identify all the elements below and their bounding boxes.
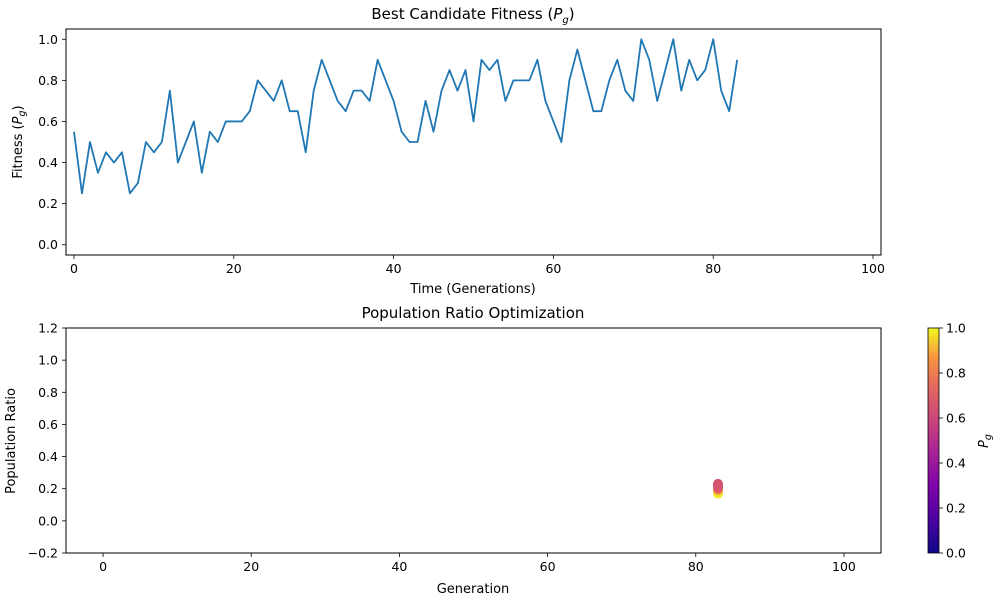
population-chart-ticks: 0 20 40 60 80 100 −0.2 0.0 0.2 0.4 0.6 0.8 1.0 1.2 — [28, 321, 856, 575]
fitness-ytick-label: 0.8 — [38, 73, 58, 88]
population-chart-xlabel: Generation — [437, 582, 510, 597]
population-ytick-label: −0.2 — [28, 546, 58, 561]
population-ytick-label: 0.0 — [38, 513, 58, 528]
fitness-chart: Best Candidate Fitness (Pg) 0 20 40 60 80 100… — [11, 5, 885, 297]
fitness-ytick-label: 0.6 — [38, 114, 58, 129]
colorbar: 0.0 0.2 0.4 0.6 0.8 1.0 Pg — [927, 321, 994, 561]
population-xtick-label: 60 — [540, 559, 556, 574]
fitness-xtick-label: 80 — [705, 261, 721, 276]
population-xtick-label: 20 — [243, 559, 259, 574]
population-scatter-point — [713, 478, 723, 489]
colorbar-ticks: 0.0 0.2 0.4 0.6 0.8 1.0 — [939, 321, 966, 561]
population-ytick-label: 0.4 — [38, 449, 58, 464]
fitness-ytick-label: 0.2 — [38, 196, 58, 211]
colorbar-tick-label: 0.6 — [946, 411, 966, 426]
fitness-plot-area — [73, 38, 739, 195]
population-chart-frame — [65, 327, 882, 554]
population-xtick-label: 0 — [99, 559, 107, 574]
fitness-xtick-label: 100 — [861, 261, 885, 276]
fitness-ytick-label: 0.0 — [38, 237, 58, 252]
population-ytick-label: 0.2 — [38, 481, 58, 496]
population-chart: Population Ratio Optimization 0 20 40 60 80 1… — [4, 304, 882, 597]
population-xtick-label: 80 — [688, 559, 704, 574]
population-chart-ylabel: Population Ratio — [4, 388, 19, 494]
fitness-xtick-label: 0 — [70, 261, 78, 276]
colorbar-tick-label: 0.8 — [946, 366, 966, 381]
fitness-chart-ticks: 0 20 40 60 80 100 0.0 0.2 0.4 0.6 0.8 1.0 — [38, 32, 885, 276]
fitness-ytick-label: 0.4 — [38, 155, 58, 170]
population-chart-title: Population Ratio Optimization — [362, 304, 585, 322]
colorbar-tick-label: 0.4 — [946, 456, 966, 471]
population-xtick-label: 40 — [391, 559, 407, 574]
fitness-chart-title: Best Candidate Fitness (Pg) — [371, 5, 574, 26]
colorbar-gradient — [927, 327, 940, 554]
fitness-chart-ylabel: Fitness (Pg) — [11, 105, 28, 178]
fitness-xtick-label: 60 — [545, 261, 561, 276]
colorbar-tick-label: 0.0 — [946, 546, 966, 561]
fitness-chart-frame — [65, 28, 882, 256]
colorbar-tick-label: 1.0 — [946, 321, 966, 336]
fitness-xtick-label: 20 — [226, 261, 242, 276]
population-ytick-label: 1.0 — [38, 353, 58, 368]
colorbar-label: Pg — [977, 434, 994, 448]
fitness-chart-xlabel: Time (Generations) — [409, 282, 535, 297]
fitness-ytick-label: 1.0 — [38, 32, 58, 47]
fitness-series-line — [73, 38, 739, 195]
fitness-xtick-label: 40 — [386, 261, 402, 276]
population-ytick-label: 0.6 — [38, 417, 58, 432]
population-ytick-label: 1.2 — [38, 321, 58, 336]
population-ytick-label: 0.8 — [38, 385, 58, 400]
population-plot-area — [713, 478, 723, 499]
colorbar-tick-label: 0.2 — [946, 501, 966, 516]
population-xtick-label: 100 — [832, 559, 856, 574]
